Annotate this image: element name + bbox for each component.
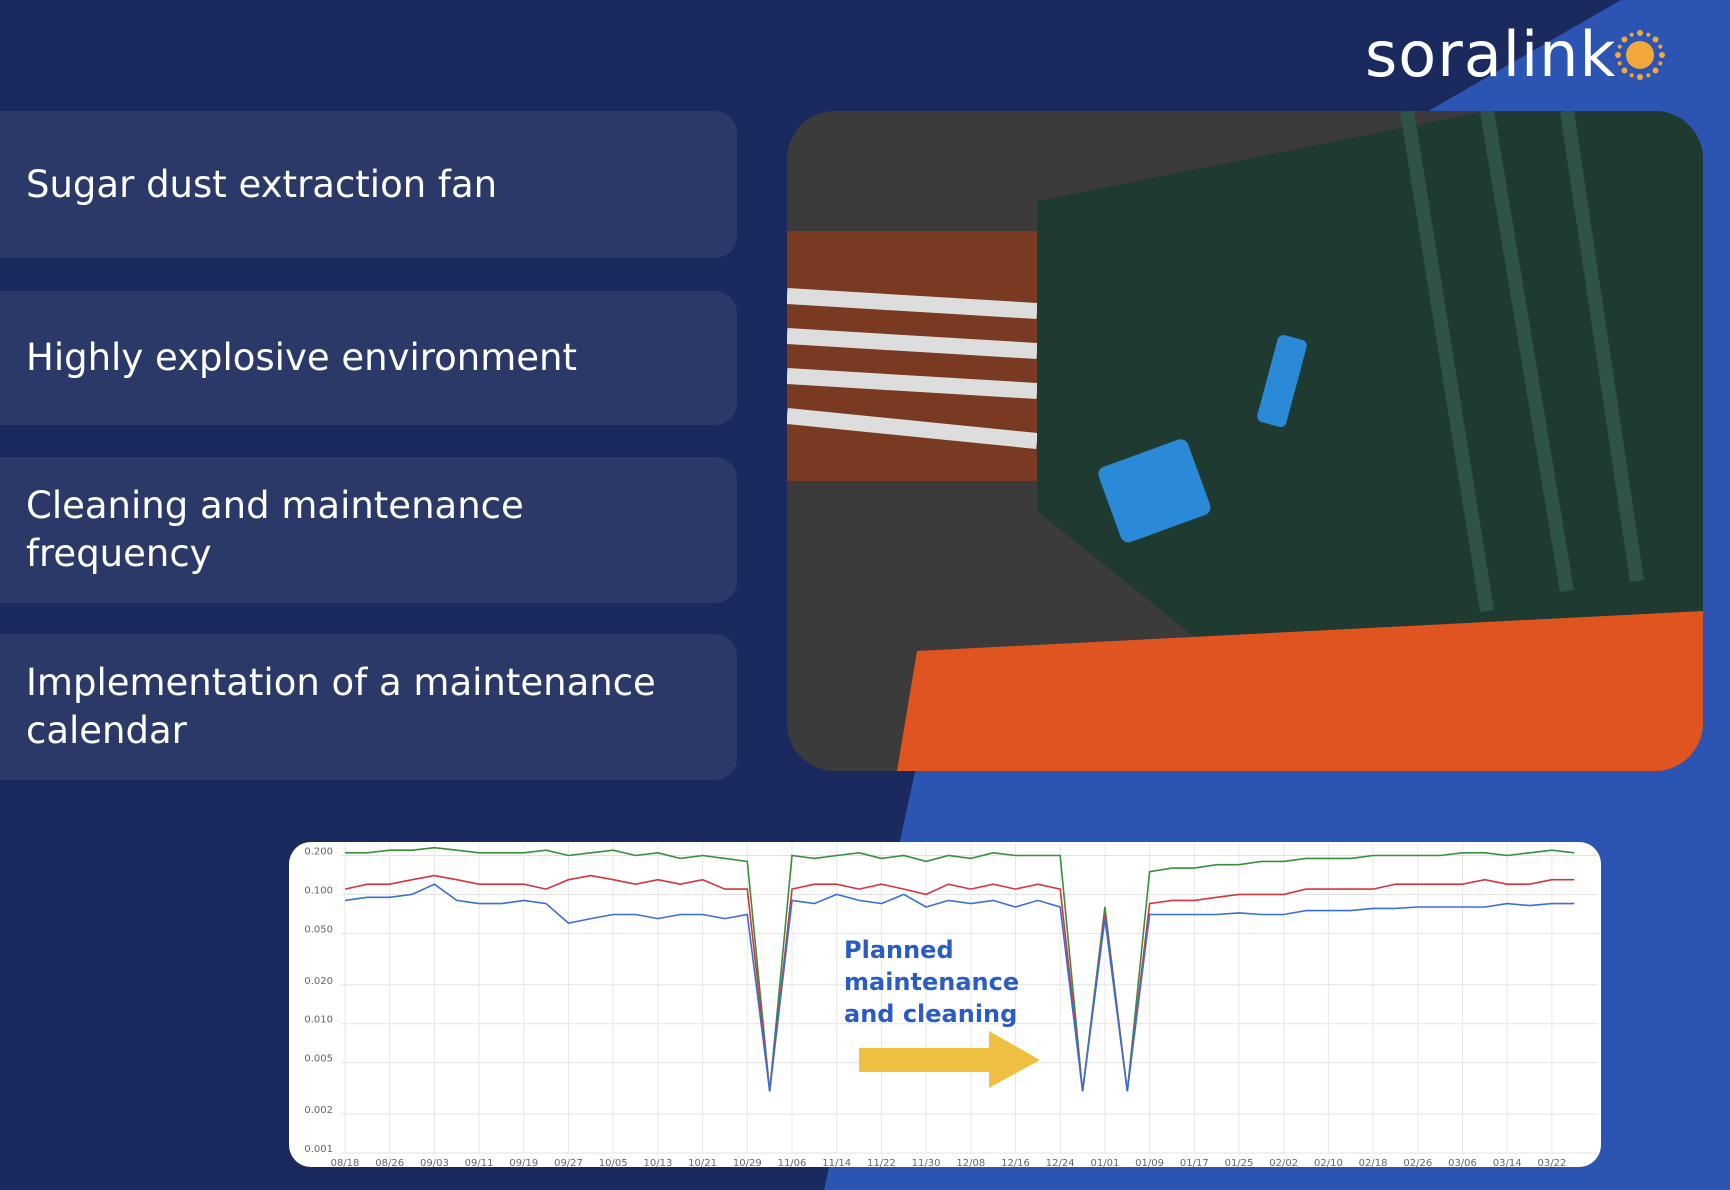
x-tick-label: 08/18 — [331, 1158, 360, 1167]
x-tick-label: 02/18 — [1359, 1158, 1388, 1167]
y-tick-label: 0.001 — [304, 1144, 333, 1155]
chart-card: 0.001 0.002 0.005 0.010 0.020 0.050 0.100 0.200… — [289, 842, 1601, 1167]
arrow — [859, 1031, 1040, 1088]
x-tick-label: 01/09 — [1135, 1158, 1164, 1167]
x-tick-label: 03/06 — [1448, 1158, 1477, 1167]
feature-card: Sugar dust extraction fan — [0, 111, 737, 258]
y-tick-label: 0.020 — [304, 976, 333, 987]
x-tick-label: 09/19 — [509, 1158, 538, 1167]
x-tick-label: 11/06 — [778, 1158, 807, 1167]
feature-card: Highly explosive environment — [0, 291, 737, 425]
y-tick-label: 0.200 — [304, 847, 333, 858]
data-line — [344, 874, 1575, 1092]
feature-card: Cleaning and maintenance frequency — [0, 457, 737, 603]
x-tick-label: 12/08 — [956, 1158, 985, 1167]
logo-icon — [1615, 30, 1665, 80]
x-tick-label: 12/16 — [1001, 1158, 1030, 1167]
y-tick-label: 0.100 — [304, 885, 333, 896]
x-tick-label: 03/22 — [1537, 1158, 1566, 1167]
feature-text: Cleaning and maintenance frequency — [26, 484, 524, 575]
x-tick-label: 03/14 — [1493, 1158, 1522, 1167]
x-tick-label: 11/30 — [912, 1158, 941, 1167]
x-tick-label: 02/26 — [1403, 1158, 1432, 1167]
feature-text: Implementation of a maintenance calendar — [26, 661, 656, 752]
feature-text: Sugar dust extraction fan — [26, 162, 498, 206]
x-tick-label: 01/25 — [1225, 1158, 1254, 1167]
x-tick-label: 10/21 — [688, 1158, 717, 1167]
data-line — [345, 846, 1575, 1092]
y-tick-label: 0.050 — [304, 924, 333, 935]
x-tick-label: 10/05 — [599, 1158, 628, 1167]
x-tick-label: 09/11 — [465, 1158, 494, 1167]
x-tick-label: 02/10 — [1314, 1158, 1343, 1167]
x-tick-label: 10/29 — [733, 1158, 762, 1167]
annotation: Planned maintenance and cleaning — [844, 936, 1020, 1028]
x-tick-label: 09/27 — [554, 1158, 583, 1167]
photo — [787, 111, 1703, 771]
x-tick-label: 02/02 — [1269, 1158, 1298, 1167]
x-tick-label: 09/03 — [420, 1158, 449, 1167]
x-tick-label: 12/24 — [1046, 1158, 1075, 1167]
x-tick-label: 01/01 — [1090, 1158, 1119, 1167]
y-tick-label: 0.005 — [304, 1054, 333, 1065]
y-tick-label: 0.010 — [304, 1015, 333, 1026]
x-tick-label: 10/13 — [643, 1158, 672, 1167]
x-tick-label: 11/14 — [822, 1158, 851, 1167]
x-tick-label: 01/17 — [1180, 1158, 1209, 1167]
y-tick-label: 0.002 — [304, 1105, 333, 1116]
x-tick-label: 11/22 — [867, 1158, 896, 1167]
x-tick-label: 08/26 — [375, 1158, 404, 1167]
logo: soralink — [1365, 18, 1617, 91]
feature-card: Implementation of a maintenance calendar — [0, 634, 737, 780]
feature-text: Highly explosive environment — [26, 336, 578, 379]
chart: 0.001 0.002 0.005 0.010 0.020 0.050 0.100 0.200… — [304, 843, 1598, 1167]
data-line — [344, 883, 1575, 1092]
